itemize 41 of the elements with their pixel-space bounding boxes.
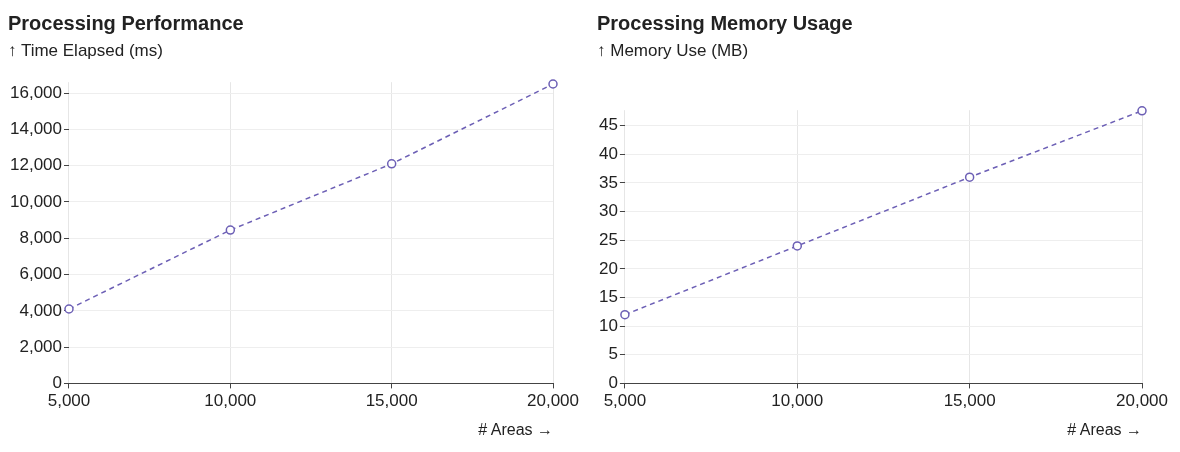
- chart-title: Processing Memory Usage: [597, 12, 854, 35]
- x-tick-label: 15,000: [943, 391, 996, 411]
- y-tick-label: 2,000: [19, 336, 62, 356]
- x-tick-label: 5,000: [47, 391, 91, 411]
- x-axis-title: # Areas →: [1067, 420, 1142, 438]
- y-tick-label: 5: [608, 344, 618, 364]
- y-tick-label: 14,000: [10, 119, 62, 139]
- y-tick-label: 4,000: [19, 300, 62, 320]
- x-tick-label: 5,000: [603, 391, 647, 411]
- y-tick-label: 12,000: [10, 155, 62, 175]
- y-tick-label: 10,000: [10, 191, 62, 211]
- y-tick-label: 0: [608, 373, 618, 393]
- point: [792, 241, 803, 251]
- y-axis-title: ↑ Time Elapsed (ms): [8, 41, 164, 61]
- x-axis-title: # Areas →: [478, 420, 553, 438]
- point: [548, 79, 558, 89]
- point: [64, 304, 74, 314]
- x-tick-label: 20,000: [527, 391, 579, 411]
- x-tick-label: 15,000: [365, 391, 418, 411]
- point: [964, 172, 975, 182]
- y-tick-label: 35: [598, 172, 618, 192]
- y-tick-label: 25: [598, 229, 618, 249]
- y-tick-label: 30: [598, 201, 618, 221]
- point: [225, 225, 236, 235]
- point: [1137, 106, 1147, 116]
- point: [620, 309, 630, 320]
- y-tick-label: 45: [598, 115, 618, 135]
- y-axis-title: ↑ Memory Use (MB): [597, 41, 750, 61]
- x-tick-label: 10,000: [204, 391, 257, 411]
- y-tick-label: 20: [598, 258, 618, 278]
- chart-title: Processing Performance: [8, 12, 245, 35]
- y-tick-label: 40: [598, 143, 618, 163]
- y-tick-label: 8,000: [19, 227, 62, 247]
- x-tick-label: 10,000: [771, 391, 824, 411]
- point: [386, 159, 397, 169]
- x-tick-label: 20,000: [1116, 391, 1168, 411]
- y-tick-label: 0: [52, 373, 62, 393]
- y-tick-label: 6,000: [19, 264, 62, 284]
- y-tick-label: 10: [598, 315, 618, 335]
- y-tick-label: 15: [598, 287, 618, 307]
- y-tick-label: 16,000: [10, 82, 62, 102]
